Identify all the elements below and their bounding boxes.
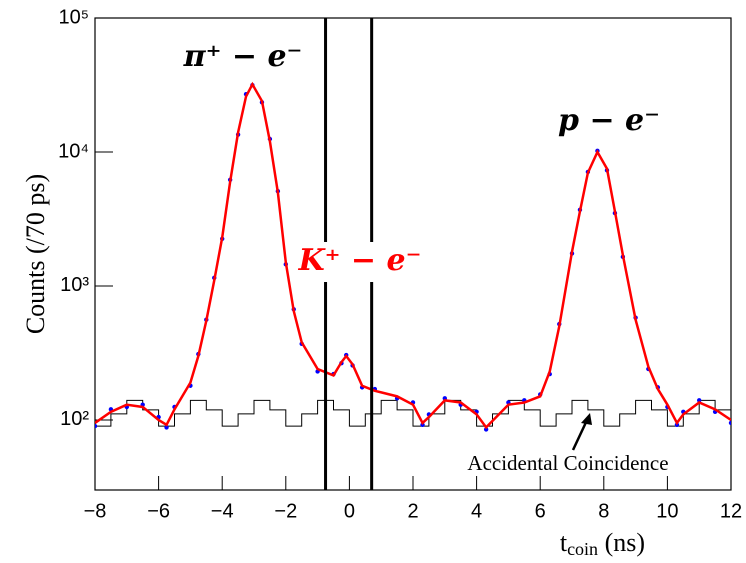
data-point [483, 427, 489, 432]
x-title-main: t [560, 528, 568, 557]
fit-line [95, 81, 731, 430]
annotation-bg [298, 242, 422, 282]
data-point [164, 425, 169, 430]
data-point [420, 422, 425, 427]
y-tick-label: 10² [60, 408, 89, 430]
x-tick-label: 2 [407, 500, 418, 522]
x-title-sub: coin [567, 539, 598, 559]
plot-area [95, 81, 731, 432]
x-tick-label: 8 [598, 500, 609, 522]
x-tick-label: −6 [147, 500, 170, 522]
x-tick-label: 10 [656, 500, 678, 522]
data-point [728, 420, 731, 426]
accidental-histogram [95, 399, 731, 427]
data-point [95, 423, 98, 429]
x-tick-label: 12 [720, 500, 742, 522]
x-tick-label: 0 [344, 500, 355, 522]
x-tick-label: −2 [274, 500, 297, 522]
y-tick-label: 10⁴ [58, 140, 89, 162]
annotation: Accidental Coincidence [467, 451, 668, 475]
y-axis-title: Counts (/70 ps) [21, 174, 50, 334]
y-tick-label: 10⁵ [58, 6, 89, 28]
x-tick-label: 4 [471, 500, 482, 522]
x-title-unit: (ns) [605, 528, 645, 557]
x-tick-label: 6 [535, 500, 546, 522]
x-axis-title: tcoin (ns) [560, 528, 645, 559]
annotation: p − e⁻ [558, 103, 660, 138]
x-tick-label: −8 [84, 500, 107, 522]
y-tick-label: 10³ [60, 274, 89, 296]
arrow-head [581, 413, 592, 425]
data-point [697, 398, 702, 403]
x-tick-label: −4 [211, 500, 234, 522]
annotation: K⁺ − e⁻ [298, 243, 422, 278]
annotation: π⁺ − e⁻ [183, 39, 303, 74]
